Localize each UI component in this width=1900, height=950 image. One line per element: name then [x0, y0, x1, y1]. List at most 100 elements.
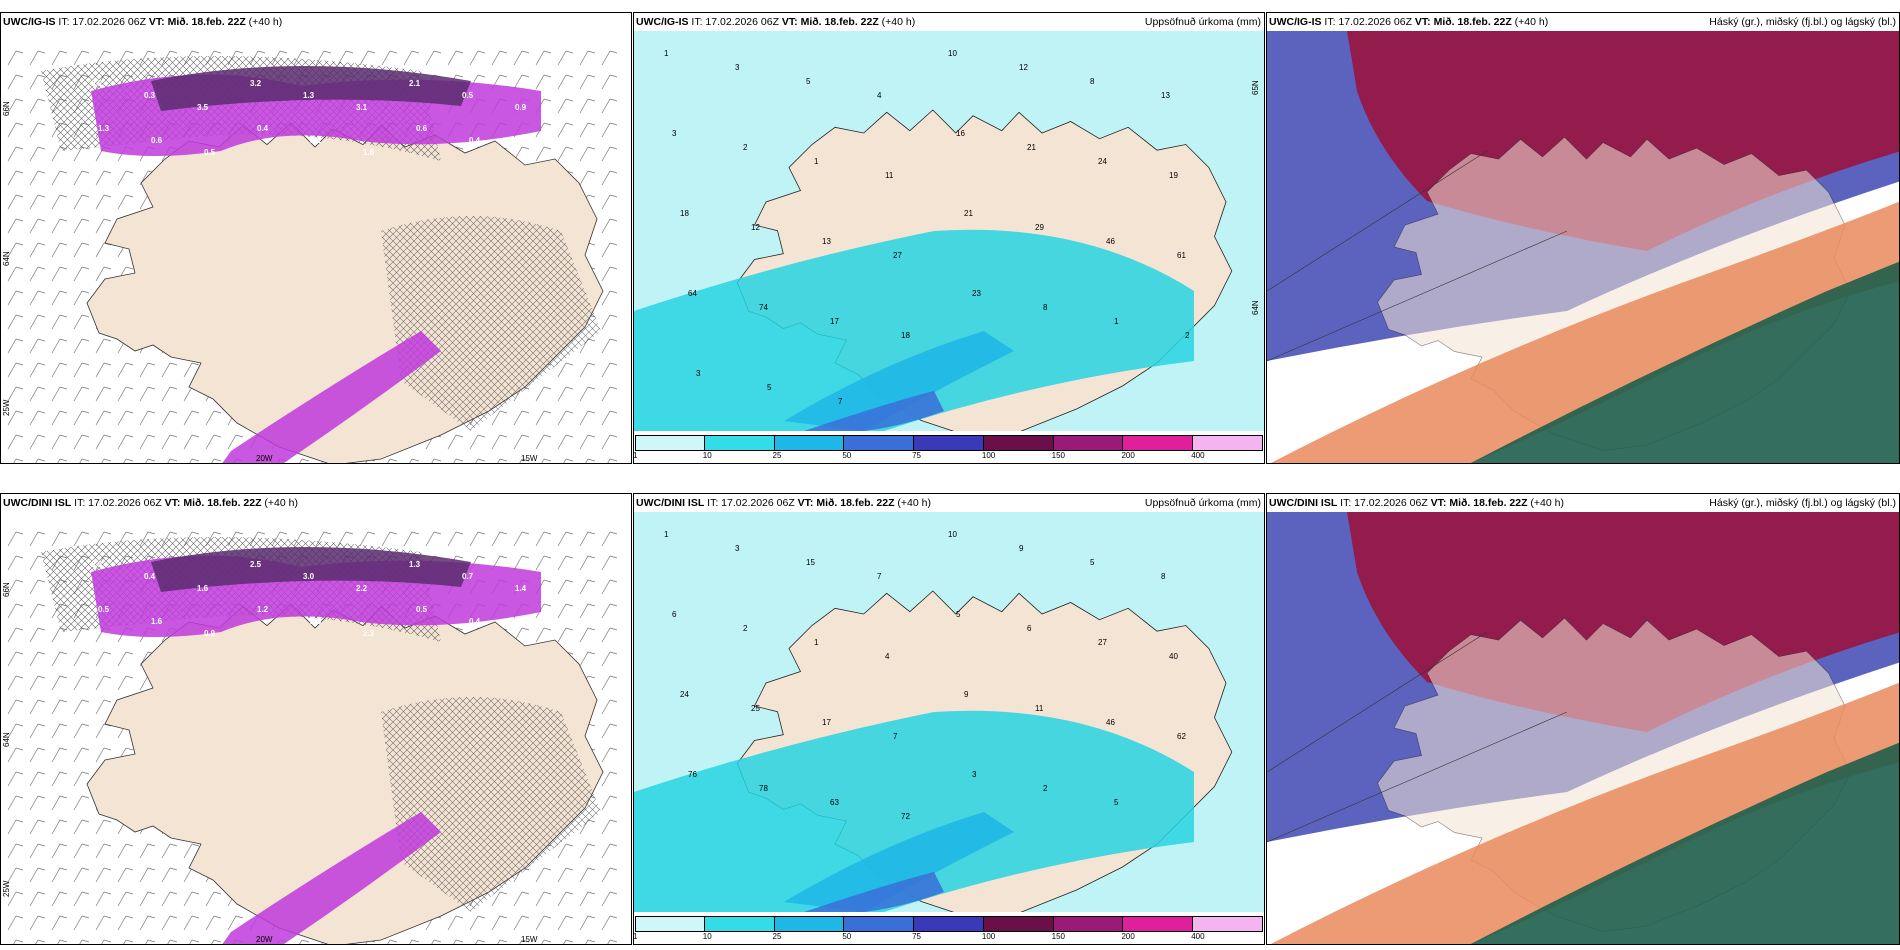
model-name: UWC/IG-IS: [3, 16, 56, 28]
colorbar-tick-label: 400: [1191, 451, 1205, 460]
precip-value: 15: [806, 558, 815, 567]
precip-value: 2: [1185, 331, 1190, 340]
valid-time: VT: Mið. 18.feb. 22Z: [781, 16, 879, 28]
precip-value: 1: [664, 530, 669, 539]
precip-value: 19: [1169, 171, 1178, 180]
precip-value: 13: [1161, 91, 1170, 100]
precip-value: 16: [956, 129, 965, 138]
precip-value: 61: [1177, 251, 1186, 260]
colorbar-tick-label: 75: [912, 932, 922, 941]
precip-value: 72: [901, 812, 910, 821]
precip-purple: [151, 547, 471, 592]
precip-value: 13: [822, 237, 831, 246]
precip-value: 2.1: [409, 79, 421, 88]
precip-value: 11: [1035, 704, 1044, 713]
precip-value: 78: [759, 784, 768, 793]
precip-value: 0.9: [204, 629, 216, 638]
precip-value: 8: [1161, 572, 1166, 581]
precip-band-max: [804, 872, 944, 912]
precip-value: 5: [767, 383, 772, 392]
precip-value: 4: [877, 91, 882, 100]
precip-value: 11: [885, 171, 894, 180]
precip-value-labels: 0.2 0.3 3.5 3.2 1.3 3.1 2.1 0.5 0.9 1.3 0.6 0.5 0.4 1…: [91, 79, 534, 157]
precip-magenta: [222, 331, 441, 463]
precip-value: 2.3: [363, 629, 375, 638]
precip-value: 7: [838, 397, 843, 406]
precip-value: 24: [680, 690, 689, 699]
map-title: Uppsöfnuð úrkoma (mm): [1144, 497, 1261, 509]
precip-value: 5: [1114, 798, 1119, 807]
cloud-cover-map: [1267, 31, 1899, 463]
lead-time: (+40 h): [878, 16, 916, 28]
colorbar-tick-label: 10: [702, 932, 712, 941]
init-time: IT: 17.02.2026 06Z: [704, 497, 798, 509]
precip-value: 2.5: [250, 560, 262, 569]
precip-value: 0.5: [204, 148, 216, 157]
cloud-cover-map: [1267, 512, 1899, 944]
colorbar-tick-label: 200: [1121, 932, 1135, 941]
panel-header: UWC/IG-IS IT: 17.02.2026 06Z VT: Mið. 18…: [1267, 13, 1899, 31]
precip-value: 9: [964, 690, 969, 699]
colorbar-tick-label: 25: [772, 932, 782, 941]
precip-value: 3.1: [356, 103, 368, 112]
wind-precip-map: 0.2 0.3 3.5 3.2 1.3 3.1 2.1 0.5 0.9 1.3 0.6 0.5 0.4 1…: [1, 31, 631, 463]
lead-time: (+40 h): [261, 497, 298, 509]
precip-orange: [1270, 201, 1899, 463]
precip-value: 0.6: [416, 124, 428, 133]
colorbar-frame: [635, 435, 1263, 451]
init-time: IT: 17.02.2026 06Z: [688, 16, 782, 28]
model-name: UWC/IG-IS: [636, 16, 689, 28]
colorbar-tick-label: 50: [842, 932, 852, 941]
colorbar-tick-label: 150: [1051, 451, 1066, 460]
panel-igis-cloud: UWC/IG-IS IT: 17.02.2026 06Z VT: Mið. 18…: [1266, 12, 1900, 464]
precip-band-heavy: [784, 812, 1014, 912]
lead-time: (+40 h): [1527, 497, 1564, 509]
precip-value: 1.6: [197, 584, 209, 593]
precip-band: [634, 229, 1194, 431]
precip-value: 0.4: [469, 617, 481, 626]
panel-header: UWC/DINI ISL IT: 17.02.2026 06Z VT: Mið.…: [1, 494, 631, 512]
colorbar-swatch: [1053, 435, 1124, 451]
precip-value: 3: [972, 770, 977, 779]
precip-value: 24: [1098, 157, 1107, 166]
precip-value: 3.5: [197, 103, 209, 112]
precip-orange: [1270, 682, 1899, 944]
model-name: UWC/DINI ISL: [1269, 497, 1338, 509]
precip-value: 1.2: [257, 605, 269, 614]
precip-value: 1: [814, 157, 819, 166]
colorbar-tick-label: 100: [981, 932, 996, 941]
precip-value: 25: [751, 704, 760, 713]
precip-value: 5: [1090, 558, 1095, 567]
model-name: UWC/DINI ISL: [636, 497, 705, 509]
colorbar-tick-label: 100: [981, 451, 996, 460]
model-name: UWC/DINI ISL: [3, 497, 72, 509]
precip-value: 1: [814, 638, 819, 647]
precip-value: 0.5: [98, 605, 110, 614]
snow-hatch-area: [381, 216, 601, 431]
valid-time: VT: Mið. 18.feb. 22Z: [797, 497, 895, 509]
colorbar-swatch: [1123, 916, 1194, 932]
precip-band-max: [804, 391, 944, 431]
precip-value: 10: [948, 49, 957, 58]
precip-value: 17: [830, 317, 839, 326]
graticule-labels: 66N 64N 25W 20W 15W: [2, 582, 538, 944]
snow-hatch-area: [381, 697, 601, 912]
precip-value: 7: [877, 572, 882, 581]
precip-band-heavy: [784, 331, 1014, 431]
colorbar-tick-label: 25: [772, 451, 782, 460]
panel-header: UWC/IG-IS IT: 17.02.2026 06Z VT: Mið. 18…: [1, 13, 631, 31]
colorbar-tick-label: 1: [633, 932, 638, 941]
longitude-label: 15W: [521, 935, 538, 944]
precip-value: 2.6: [310, 617, 322, 626]
colorbar-tick-label: 150: [1051, 932, 1066, 941]
colorbar-swatch: [983, 435, 1054, 451]
latitude-label: 64N: [2, 251, 11, 266]
precip-value: 3: [735, 544, 740, 553]
latitude-label: 64N: [2, 732, 11, 747]
precip-value: 2.2: [356, 584, 368, 593]
precip-value: 63: [830, 798, 839, 807]
graticule-lines: [1267, 631, 1568, 843]
precip-value: 2: [743, 143, 748, 152]
map-title: Háský (gr.), miðský (fj.bl.) og lágský (…: [1709, 16, 1896, 28]
longitude-label: 15W: [521, 454, 538, 463]
